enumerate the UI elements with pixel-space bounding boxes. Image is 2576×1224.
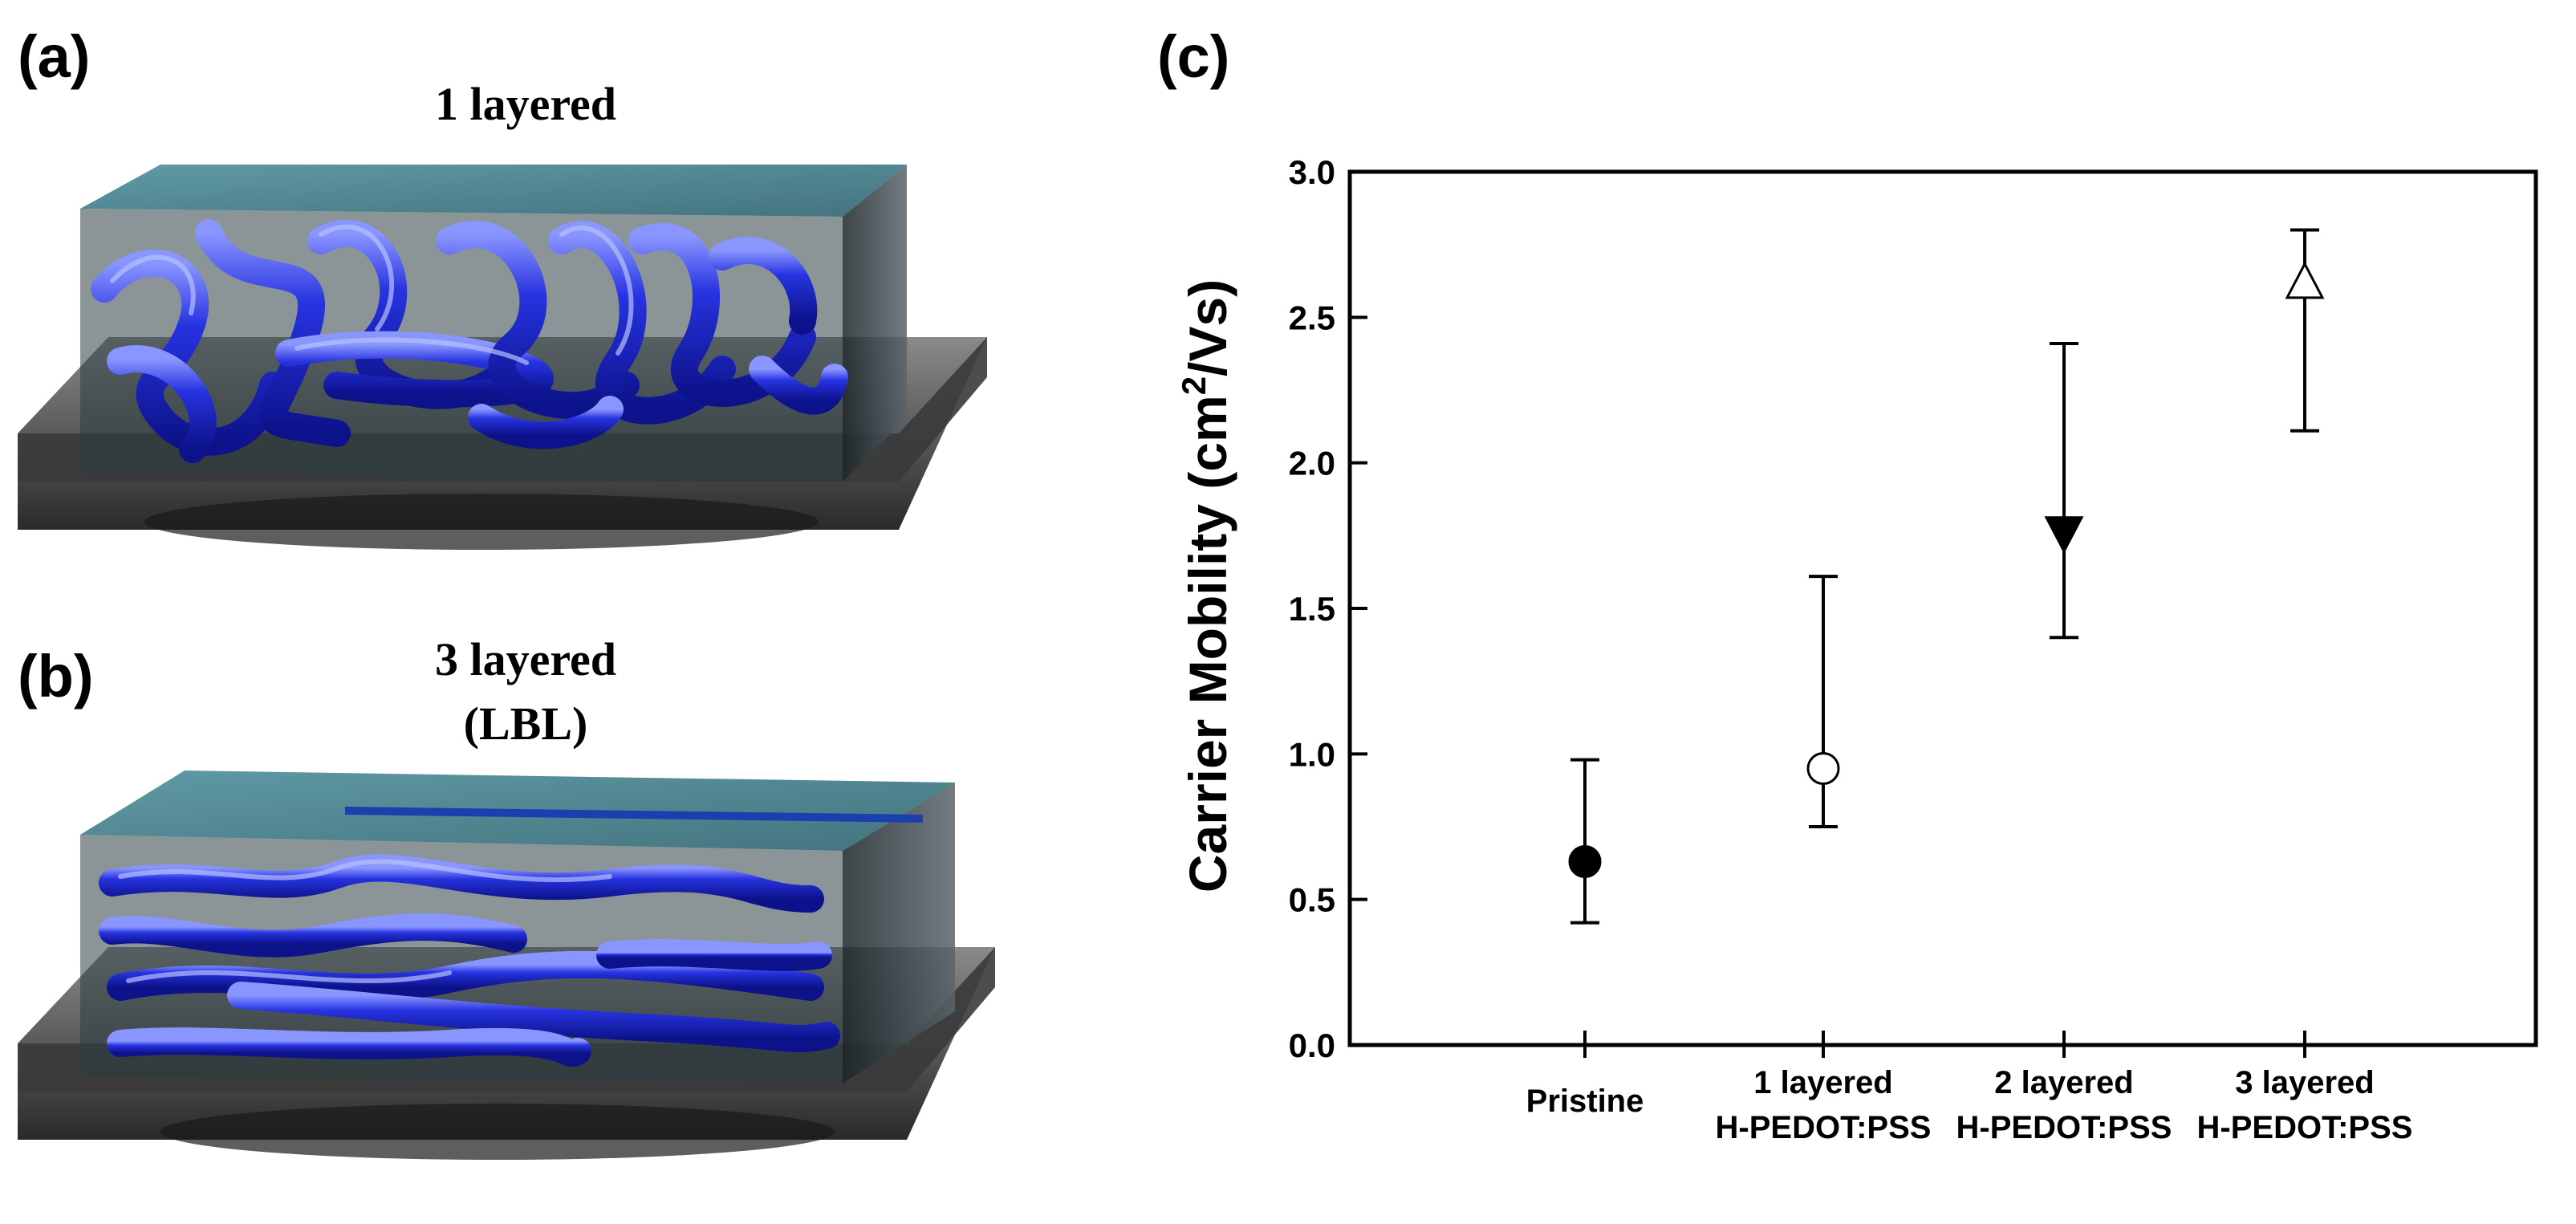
illustration-a bbox=[18, 165, 987, 550]
panel-letter-b: (b) bbox=[18, 643, 94, 710]
y-tick-label: 0.0 bbox=[1289, 1027, 1335, 1064]
y-tick-label: 2.0 bbox=[1289, 445, 1335, 482]
panel-letter-c: (c) bbox=[1157, 23, 1230, 90]
illustration-b-title-line1: 3 layered bbox=[434, 633, 617, 685]
x-category-label: 1 layered bbox=[1753, 1065, 1892, 1100]
x-category-sublabel: H-PEDOT:PSS bbox=[1716, 1110, 1932, 1145]
y-tick-label: 1.5 bbox=[1289, 590, 1335, 628]
plot-frame bbox=[1347, 169, 2538, 1047]
mobility-chart: 0.0 0.5 1.0 1.5 2.0 2.5 3.0 Pristine 1 layered H… bbox=[1175, 153, 2538, 1145]
data-point bbox=[1806, 751, 1840, 785]
data-point bbox=[1568, 845, 1602, 879]
y-tick-label: 2.5 bbox=[1289, 299, 1335, 336]
x-category-label: Pristine bbox=[1526, 1084, 1644, 1119]
x-axis-ticks: Pristine 1 layered H-PEDOT:PSS 2 layered H-P… bbox=[1526, 1031, 2413, 1145]
data-points bbox=[1568, 228, 2325, 925]
x-category-sublabel: H-PEDOT:PSS bbox=[1956, 1110, 2172, 1145]
y-tick-label: 0.5 bbox=[1289, 881, 1335, 919]
film-top-a bbox=[80, 165, 907, 217]
y-tick-label: 3.0 bbox=[1289, 153, 1335, 191]
x-category-label: 3 layered bbox=[2235, 1065, 2374, 1100]
x-category-sublabel: H-PEDOT:PSS bbox=[2197, 1110, 2413, 1145]
y-axis-label: Carrier Mobility (cm2/Vs) bbox=[1175, 279, 1237, 893]
data-point bbox=[2285, 261, 2325, 299]
illustration-b bbox=[18, 771, 995, 1160]
illustration-b-title-line2: (LBL) bbox=[463, 697, 588, 750]
x-category-label: 2 layered bbox=[1994, 1065, 2133, 1100]
polymer-chains-a bbox=[91, 219, 848, 463]
y-axis-ticks: 0.0 0.5 1.0 1.5 2.0 2.5 3.0 bbox=[1289, 153, 1367, 1064]
illustration-a-title: 1 layered bbox=[434, 78, 617, 130]
y-tick-label: 1.0 bbox=[1289, 735, 1335, 773]
film-side-a bbox=[843, 165, 907, 482]
polymer-chains-b bbox=[99, 854, 840, 1067]
film-side-b bbox=[843, 783, 955, 1084]
panel-letter-a: (a) bbox=[18, 23, 91, 90]
data-point bbox=[2044, 516, 2084, 554]
